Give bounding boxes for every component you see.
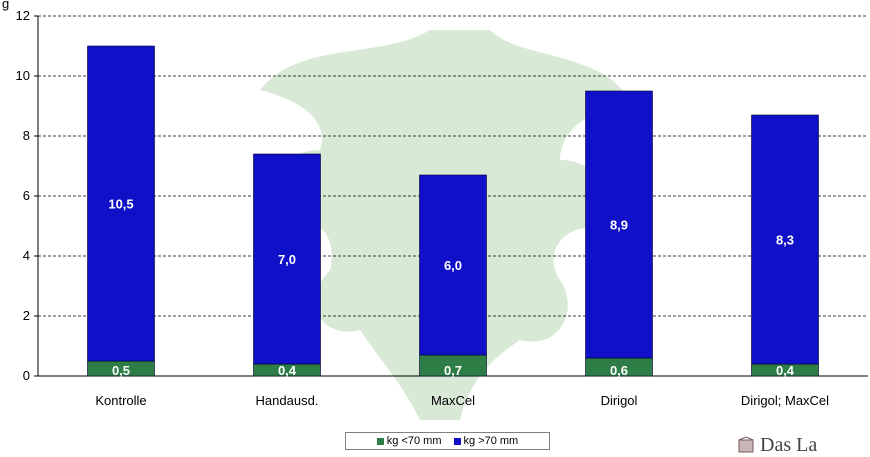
coat-of-arms-icon bbox=[738, 436, 754, 453]
y-axis-label-fragment: g bbox=[2, 0, 9, 11]
bar-segment-large bbox=[585, 90, 653, 359]
y-tick-label: 8 bbox=[23, 128, 30, 143]
data-label-large: 10,5 bbox=[108, 197, 133, 212]
legend-label-small: kg <70 mm bbox=[386, 435, 442, 447]
legend-label-large: kg >70 mm bbox=[463, 435, 519, 447]
data-label-large: 8,3 bbox=[776, 233, 794, 248]
x-category-label: Dirigol; MaxCel bbox=[741, 393, 829, 408]
legend-swatch-large bbox=[453, 437, 461, 445]
y-tick-label: 4 bbox=[23, 248, 30, 263]
data-label-small: 0,7 bbox=[444, 363, 462, 378]
legend-item-small: kg <70 mm bbox=[376, 435, 442, 447]
data-label-small: 0,6 bbox=[610, 363, 628, 378]
data-label-large: 7,0 bbox=[278, 252, 296, 267]
watermark-text: Das La bbox=[760, 434, 818, 456]
y-tick-label: 2 bbox=[23, 308, 30, 323]
data-label-small: 0,4 bbox=[776, 363, 795, 378]
x-category-label: Kontrolle bbox=[95, 393, 146, 408]
data-label-large: 8,9 bbox=[610, 218, 628, 233]
data-label-small: 0,4 bbox=[278, 363, 297, 378]
bars: 0,5 10,5 0,4 7,0 0,7 6,0 0,6 8,9 0,4 8,3 bbox=[87, 45, 819, 378]
bar-segment-large bbox=[419, 174, 487, 356]
legend-swatch-small bbox=[376, 437, 384, 445]
y-tick-label: 12 bbox=[16, 8, 30, 23]
x-category-label: Handausd. bbox=[256, 393, 319, 408]
legend: kg <70 mm kg >70 mm bbox=[345, 432, 550, 450]
y-tick-label: 10 bbox=[16, 68, 30, 83]
bar-segment-large bbox=[87, 45, 155, 362]
y-tick-label: 0 bbox=[23, 368, 30, 383]
data-label-large: 6,0 bbox=[444, 258, 462, 273]
x-category-label: MaxCel bbox=[431, 393, 475, 408]
bar-segment-large bbox=[751, 114, 819, 365]
data-label-small: 0,5 bbox=[112, 363, 130, 378]
bar-segment-large bbox=[253, 153, 321, 365]
y-tick-label: 6 bbox=[23, 188, 30, 203]
x-category-label: Dirigol bbox=[601, 393, 638, 408]
legend-item-large: kg >70 mm bbox=[453, 435, 519, 447]
x-axis-categories: Kontrolle Handausd. MaxCel Dirigol Dirigol; … bbox=[95, 393, 829, 408]
y-axis-ticks: 0 2 4 6 8 10 12 bbox=[16, 8, 38, 383]
